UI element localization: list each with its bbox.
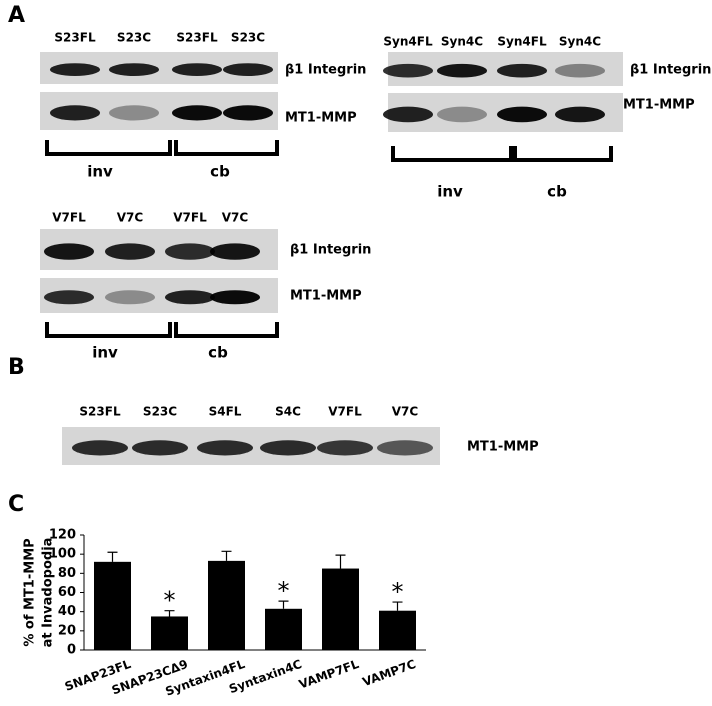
significance-label: * [278,577,290,605]
lane-label: V7C [222,211,249,225]
group-label: cb [547,183,567,201]
bracket [513,146,613,162]
error-bar [221,550,232,561]
band [132,440,188,456]
error-bar [107,551,118,562]
band [497,106,547,123]
band-label: MT1-MMP [467,440,539,455]
band-label: MT1-MMP [623,98,695,113]
y-tick-label: 40 [58,604,76,619]
band [105,290,155,305]
error-bar [335,554,346,569]
lane-label: S4FL [209,405,242,419]
bracket [45,322,172,338]
band [223,63,273,76]
group-label: cb [210,163,230,181]
band [260,440,316,456]
bracket [174,140,279,156]
band [383,63,433,78]
bar [322,568,359,650]
bar [208,560,245,650]
group-label: inv [87,163,113,181]
lane-label: S23FL [54,31,96,45]
y-axis-label: at Invadopodia [41,538,56,648]
band [105,243,155,260]
lane-label: V7C [392,405,419,419]
bar [94,561,131,650]
lane-label: S23C [117,31,151,45]
band [50,63,100,76]
panel-letter: C [8,492,24,517]
band [109,105,159,121]
lane-label: S23C [143,405,177,419]
band [377,440,433,456]
band [109,63,159,76]
lane-label: V7FL [328,405,362,419]
band-label: β1 Integrin [630,63,711,78]
band-label: MT1-MMP [285,111,357,126]
y-tick-label: 80 [58,566,76,581]
bracket [45,140,172,156]
band [223,105,273,121]
bracket [174,322,279,338]
band [555,63,605,78]
band [172,105,222,121]
y-tick-label: 0 [67,643,76,658]
significance-label: * [392,578,404,606]
y-tick-label: 100 [49,547,76,562]
bar [265,608,302,650]
y-tick-label: 120 [49,528,76,543]
group-label: cb [208,344,228,362]
panel-letter: A [8,3,25,28]
panel-letter: B [8,355,25,380]
error-bar [278,600,289,609]
lane-label: S4C [275,405,301,419]
band [210,243,260,260]
band [72,440,128,456]
group-label: inv [92,344,118,362]
band [44,290,94,305]
lane-label: S23FL [176,31,218,45]
bar [151,616,188,650]
bar [379,610,416,650]
band [50,105,100,121]
error-bar [392,601,403,611]
bracket [391,146,513,162]
band [165,243,215,260]
band [210,290,260,305]
band-label: β1 Integrin [290,243,371,258]
band [172,63,222,76]
x-tick-label: VAMP7C [361,657,418,689]
y-tick-label: 20 [58,623,76,638]
group-label: inv [437,183,463,201]
lane-label: S23C [231,31,265,45]
y-axis-label: % of MT1-MMP [23,538,38,646]
error-bar [164,610,175,617]
band [165,290,215,305]
significance-label: * [164,587,176,615]
band-label: MT1-MMP [290,289,362,304]
lane-label: Syn4C [559,35,601,49]
lane-label: Syn4C [441,35,483,49]
band [497,63,547,78]
lane-label: Syn4FL [383,35,433,49]
band-label: β1 Integrin [285,63,366,78]
lane-label: S23FL [79,405,121,419]
lane-label: V7FL [173,211,207,225]
lane-label: V7FL [52,211,86,225]
band [317,440,373,456]
band [383,106,433,123]
band [44,243,94,260]
lane-label: Syn4FL [497,35,547,49]
band [437,63,487,78]
lane-label: V7C [117,211,144,225]
band [555,106,605,123]
band [437,106,487,123]
x-tick-label: VAMP7FL [297,657,361,692]
band [197,440,253,456]
y-tick-label: 60 [58,585,76,600]
